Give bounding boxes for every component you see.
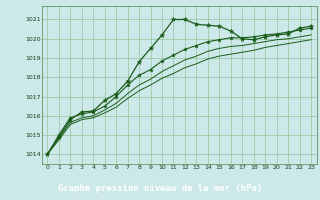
Text: Graphe pression niveau de la mer (hPa): Graphe pression niveau de la mer (hPa)	[58, 184, 262, 193]
